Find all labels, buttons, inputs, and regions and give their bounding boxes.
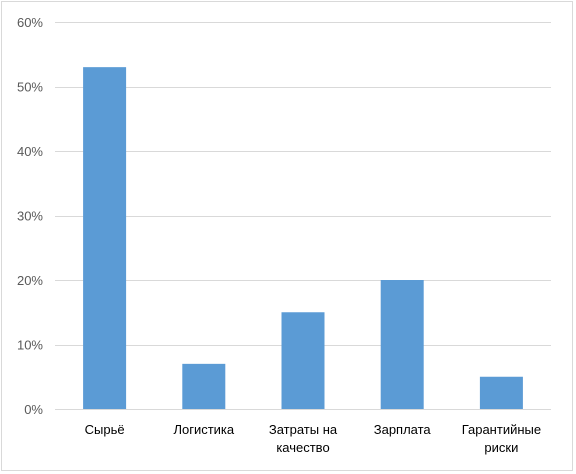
- bars: [83, 67, 523, 410]
- y-tick-label: 0%: [24, 402, 43, 417]
- bar: [479, 376, 523, 409]
- y-axis-tick-labels: 0% 10% 20% 30% 40% 50% 60%: [17, 15, 43, 417]
- bar: [83, 67, 127, 410]
- y-tick-label: 20%: [17, 273, 43, 288]
- y-tick-label: 60%: [17, 15, 43, 30]
- y-tick-label: 40%: [17, 144, 43, 159]
- x-category-label: Сырьё: [85, 422, 125, 437]
- x-axis-category-labels: Сырьё Логистика Затраты на качество Зарплата…: [85, 422, 541, 455]
- x-category-label: Зарплата: [374, 422, 432, 437]
- x-category-label: Гарантийные риски: [462, 422, 541, 455]
- x-category-label: Логистика: [173, 422, 234, 437]
- y-tick-label: 50%: [17, 80, 43, 95]
- y-tick-label: 10%: [17, 338, 43, 353]
- bar: [281, 312, 325, 409]
- bar: [182, 363, 226, 409]
- y-tick-label: 30%: [17, 209, 43, 224]
- x-category-label: Затраты на качество: [269, 422, 338, 455]
- bar: [380, 280, 424, 409]
- gridlines: [55, 22, 551, 410]
